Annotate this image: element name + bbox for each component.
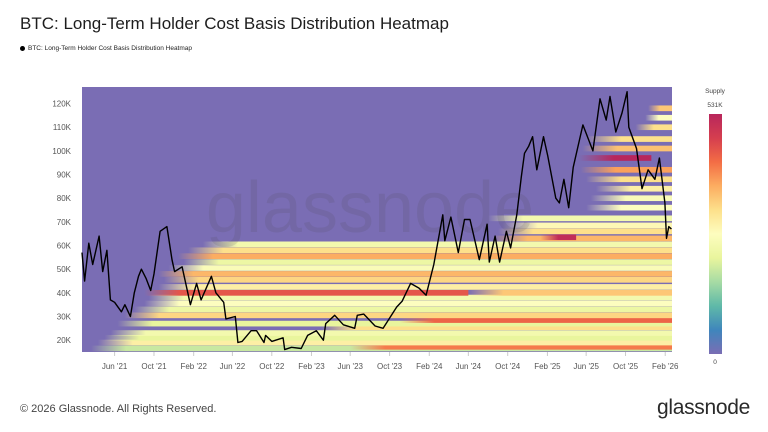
copyright-text: © 2026 Glassnode. All Rights Reserved. (20, 403, 217, 415)
x-tick-label: Feb '26 (652, 362, 679, 371)
heat-band (110, 330, 672, 336)
heat-band (124, 312, 672, 319)
x-tick-label: Jun '22 (220, 362, 246, 371)
heat-band (586, 176, 672, 183)
heat-band (320, 324, 672, 330)
heat-band (188, 247, 673, 254)
chart-legend[interactable]: BTC: Long-Term Holder Cost Basis Distrib… (20, 45, 192, 52)
y-tick-label: 50K (57, 265, 72, 274)
heat-band (580, 166, 672, 173)
legend-marker-icon (20, 46, 25, 51)
heat-band (350, 343, 672, 350)
x-tick-label: Oct '22 (259, 362, 285, 371)
heat-band (178, 253, 672, 260)
y-tick-label: 90K (57, 171, 72, 180)
x-tick-label: Feb '22 (180, 362, 207, 371)
heat-band (635, 124, 672, 131)
x-tick-label: Oct '25 (613, 362, 639, 371)
y-tick-label: 40K (57, 289, 72, 298)
heat-band (168, 265, 672, 271)
heat-band (117, 320, 672, 327)
heat-band (134, 306, 673, 313)
colorbar: Supply 531K 0 (705, 88, 726, 366)
colorbar-gradient (709, 114, 722, 354)
colorbar-min-label: 0 (713, 359, 717, 366)
heat-band (163, 276, 673, 283)
heat-band (540, 234, 577, 241)
x-tick-label: Feb '23 (298, 362, 325, 371)
heat-band (148, 294, 672, 301)
page-title: BTC: Long-Term Holder Cost Basis Distrib… (20, 14, 449, 33)
heat-band (586, 136, 672, 142)
y-tick-label: 110K (53, 123, 72, 132)
heat-band (144, 300, 673, 307)
x-tick-label: Oct '23 (377, 362, 403, 371)
heat-band (158, 271, 673, 277)
heat-band (645, 114, 672, 121)
heat-band (586, 204, 672, 211)
x-tick-label: Oct '21 (141, 362, 167, 371)
y-tick-label: 100K (52, 147, 71, 156)
y-tick-label: 70K (57, 218, 72, 227)
heat-band (488, 215, 672, 222)
x-tick-label: Jun '23 (337, 362, 363, 371)
x-tick-label: Oct '24 (495, 362, 521, 371)
x-tick-label: Jun '24 (456, 362, 482, 371)
watermark: glassnode (206, 168, 534, 248)
heat-band (595, 185, 672, 192)
heat-band (399, 317, 672, 323)
y-tick-label: 60K (57, 242, 72, 251)
x-tick-label: Feb '24 (416, 362, 443, 371)
heat-band (144, 290, 469, 296)
heat-band (498, 228, 672, 235)
y-tick-label: 30K (57, 313, 72, 322)
y-tick-label: 80K (57, 194, 72, 203)
price-series (81, 90, 672, 351)
x-axis: Jun '21 Oct '21 Feb '22 Jun '22 Oct '22 Feb '… (102, 352, 679, 371)
colorbar-max-label: 531K (707, 102, 723, 109)
x-tick-label: Jun '25 (573, 362, 599, 371)
heat-band (183, 259, 672, 265)
heat-band (104, 334, 672, 341)
heat-band (579, 155, 652, 161)
y-axis: 20K 30K 40K 50K 60K 70K 80K 90K 100K 110K 120K (52, 100, 71, 346)
heat-band (590, 195, 672, 202)
heat-band (97, 339, 672, 346)
y-tick-label: 20K (57, 336, 72, 345)
heat-band (502, 222, 672, 229)
heat-band (492, 235, 672, 242)
heat-band (648, 105, 672, 112)
x-tick-label: Feb '25 (534, 362, 561, 371)
price-line (81, 90, 672, 351)
x-tick-label: Jun '21 (102, 362, 128, 371)
legend-label: BTC: Long-Term Holder Cost Basis Distrib… (28, 45, 193, 52)
y-tick-label: 120K (52, 100, 71, 109)
glassnode-logo[interactable]: glassnode (656, 396, 750, 419)
heat-band (582, 145, 672, 152)
heat-band (158, 284, 673, 290)
heat-band (468, 290, 672, 296)
colorbar-title: Supply (705, 88, 726, 95)
